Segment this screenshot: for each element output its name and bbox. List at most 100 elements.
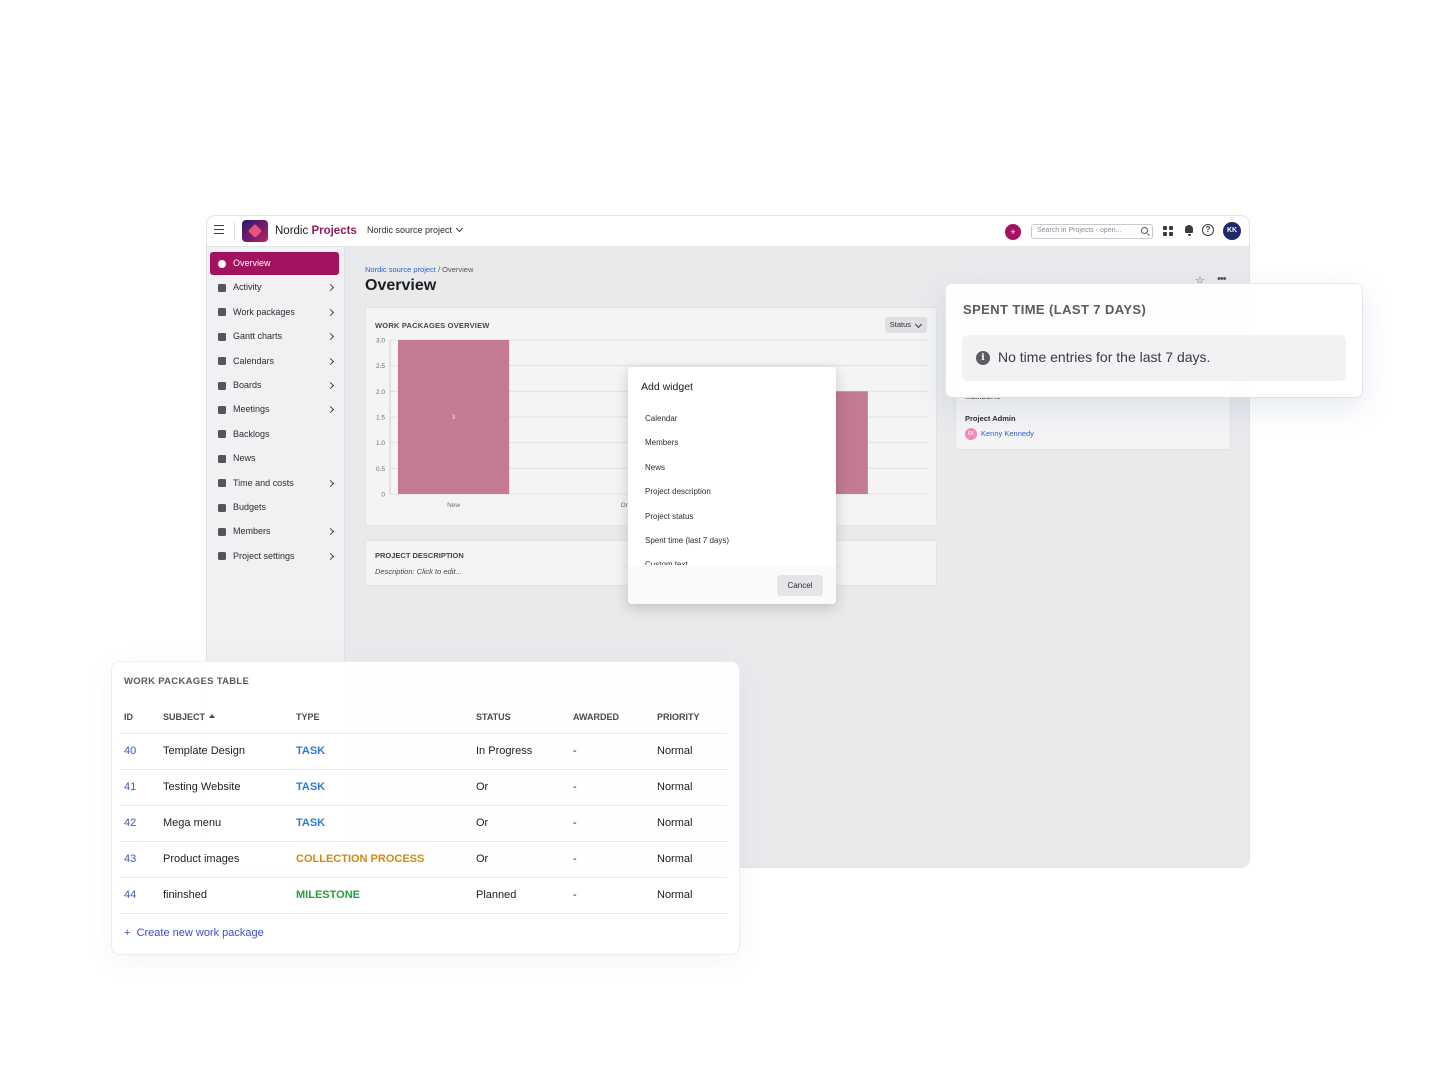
widget-option[interactable]: Project description [645, 487, 711, 497]
column-header-id[interactable]: ID [124, 712, 133, 722]
chevron-right-icon[interactable] [326, 308, 335, 316]
member-link[interactable]: KK Kenny Kennedy [965, 428, 1034, 440]
table-bottom-border [120, 913, 727, 914]
create-button[interactable]: + [1005, 224, 1021, 240]
sidebar-item-label: Boards [233, 380, 262, 390]
cell-subject[interactable]: Mega menu [163, 817, 222, 829]
sidebar-item-backlogs[interactable]: Backlogs [210, 423, 339, 446]
notifications-bell-icon[interactable] [1184, 225, 1194, 236]
widget-option[interactable]: Project status [645, 511, 694, 521]
modal-title: Add widget [641, 381, 693, 393]
cell-subject[interactable]: Product images [163, 853, 240, 865]
sidebar-item-label: Meetings [233, 404, 270, 415]
history-icon [218, 283, 226, 292]
modal-footer: Cancel [628, 566, 836, 604]
y-tick-label: 1.5 [376, 415, 385, 422]
table-row[interactable]: 41 Testing Website TASK Or - Normal [120, 769, 727, 805]
widget-option[interactable]: Spent time (last 7 days) [645, 536, 730, 545]
help-icon[interactable]: ? [1202, 224, 1214, 236]
sidebar-item-meetings[interactable]: Meetings [210, 398, 339, 421]
sidebar-item-budgets[interactable]: Budgets [210, 496, 339, 519]
meetings-icon [218, 405, 226, 414]
column-header-subject[interactable]: SUBJECT [163, 712, 216, 722]
widget-option[interactable]: Custom text [645, 560, 688, 565]
settings-icon [218, 552, 226, 561]
sidebar-item-calendars[interactable]: Calendars [210, 350, 339, 373]
more-options-icon[interactable]: ••• [1217, 273, 1227, 285]
chevron-right-icon[interactable] [326, 284, 335, 292]
sidebar-item-overview[interactable]: Overview [210, 252, 339, 275]
sidebar-item-members[interactable]: Members [210, 520, 339, 543]
cell-id[interactable]: 40 [124, 745, 137, 757]
sidebar-item-label: Gantt charts [233, 331, 283, 342]
cell-id[interactable]: 41 [124, 781, 137, 793]
column-header-status[interactable]: STATUS [476, 712, 511, 722]
cell-type: TASK [296, 781, 326, 793]
top-bar: Nordic Projects Nordic source project + … [207, 216, 1249, 247]
chevron-right-icon[interactable] [326, 552, 335, 560]
star-icon[interactable]: ☆ [1195, 275, 1205, 287]
create-work-package-link[interactable]: + Create new work package [124, 927, 264, 939]
cell-id[interactable]: 44 [124, 889, 137, 901]
chevron-right-icon[interactable] [326, 357, 335, 365]
sidebar-item-project-settings[interactable]: Project settings [210, 545, 339, 568]
chevron-right-icon[interactable] [326, 381, 335, 390]
widget-option[interactable]: News [645, 462, 666, 472]
sidebar-item-time-and-costs[interactable]: Time and costs [210, 472, 339, 495]
brand-name[interactable]: Nordic Projects [275, 225, 357, 237]
y-tick-label: 2.0 [376, 389, 385, 396]
cell-status: Or [476, 781, 489, 793]
chevron-right-icon[interactable] [326, 479, 335, 487]
search-placeholder: Search in Projects - open... [1037, 227, 1122, 234]
description-edit-text[interactable]: Description: Click to edit... [375, 567, 462, 576]
modules-grid-icon[interactable] [1163, 226, 1173, 236]
table-row[interactable]: 42 Mega menu TASK Or - Normal [120, 805, 727, 841]
table-row[interactable]: 44 fininshed MILESTONE Planned - Normal [120, 877, 727, 913]
cell-priority: Normal [657, 745, 693, 757]
sidebar-item-label: Time and costs [233, 477, 294, 488]
column-header-priority[interactable]: PRIORITY [657, 712, 700, 722]
project-selector[interactable]: Nordic source project [367, 224, 464, 235]
sidebar-item-news[interactable]: News [210, 447, 339, 470]
cancel-button[interactable]: Cancel [777, 575, 823, 596]
sidebar-item-work-packages[interactable]: Work packages [210, 301, 339, 324]
y-tick-label: 1.0 [376, 440, 385, 447]
cell-type: TASK [296, 745, 326, 757]
members-icon [218, 527, 226, 536]
table-row[interactable]: 43 Product images COLLECTION PROCESS Or - Nor… [120, 841, 727, 877]
user-avatar[interactable]: KK [1223, 222, 1241, 240]
search-icon[interactable] [1141, 227, 1148, 234]
sidebar-item-activity[interactable]: Activity [210, 276, 339, 299]
sidebar-item-boards[interactable]: Boards [210, 374, 339, 397]
status-dropdown-button[interactable]: Status [884, 317, 927, 333]
cell-subject[interactable]: Testing Website [163, 781, 241, 793]
column-header-type[interactable]: TYPE [296, 712, 320, 722]
logo[interactable] [242, 220, 268, 242]
column-header-awarded[interactable]: AWARDED [573, 712, 620, 722]
plus-icon: + [124, 927, 131, 939]
chevron-right-icon[interactable] [326, 333, 335, 341]
chevron-right-icon[interactable] [326, 528, 335, 536]
sidebar-item-gantt-charts[interactable]: Gantt charts [210, 325, 339, 348]
chevron-right-icon[interactable] [326, 406, 335, 414]
empty-message: No time entries for the last 7 days. [998, 349, 1211, 365]
sidebar-item-label: Budgets [233, 502, 267, 512]
table-row[interactable]: 40 Template Design TASK In Progress - Normal [120, 733, 727, 769]
cell-id[interactable]: 42 [124, 817, 137, 829]
board-icon [218, 381, 226, 390]
y-tick-label: 0 [381, 492, 385, 499]
widget-option[interactable]: Calendar [645, 414, 678, 423]
cell-id[interactable]: 43 [124, 853, 137, 865]
search-input[interactable]: Search in Projects - open... [1031, 224, 1153, 239]
brand-prefix: Nordic [275, 225, 309, 237]
bar [398, 340, 510, 494]
cell-subject[interactable]: fininshed [163, 889, 208, 901]
cell-awarded: - [573, 745, 577, 757]
list-icon [218, 308, 226, 317]
breadcrumb-project-link[interactable]: Nordic source project [365, 265, 436, 274]
menu-icon[interactable] [214, 225, 224, 234]
widget-title: MEMBERS [965, 394, 1001, 401]
cell-type: MILESTONE [296, 889, 360, 901]
cell-subject[interactable]: Template Design [163, 745, 245, 757]
widget-option[interactable]: Members [645, 438, 679, 448]
